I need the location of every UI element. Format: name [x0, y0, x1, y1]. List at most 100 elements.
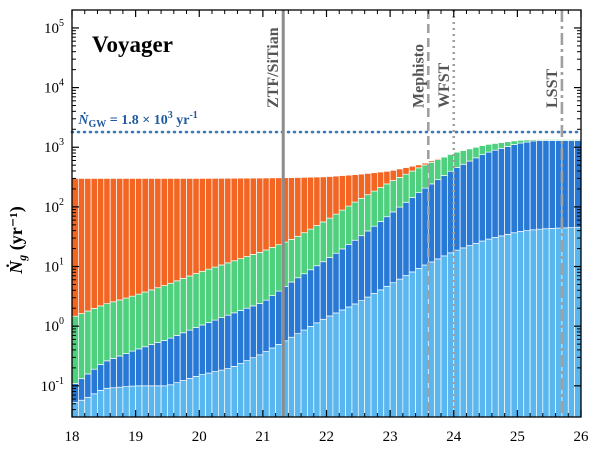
- bar-segment-2: [109, 301, 117, 359]
- bar-segment-2: [141, 291, 149, 348]
- bar-segment-1: [408, 197, 416, 273]
- bar-segment-0: [154, 385, 162, 418]
- bar-segment-3: [370, 172, 378, 192]
- bar-segment-3: [109, 178, 117, 303]
- bar-segment-3: [402, 167, 410, 175]
- bar-segment-0: [217, 369, 226, 418]
- bar-segment-3: [256, 177, 264, 253]
- bar-segment-0: [357, 300, 366, 418]
- bar-segment-3: [103, 178, 111, 305]
- bar-segment-0: [338, 309, 346, 418]
- bar-segment-0: [504, 233, 512, 418]
- bar-segment-1: [332, 252, 340, 314]
- bar-segment-2: [389, 180, 397, 213]
- bar-segment-1: [523, 141, 531, 232]
- bar-segment-1: [402, 201, 410, 276]
- bar-segment-2: [402, 173, 410, 203]
- bar-segment-0: [536, 228, 544, 418]
- x-tick-label: 18: [65, 429, 80, 445]
- bar-segment-0: [167, 384, 175, 418]
- bar-segment-2: [224, 262, 232, 316]
- bar-segment-3: [307, 176, 315, 230]
- bar-segment-0: [472, 242, 480, 418]
- bar-segment-0: [364, 296, 372, 418]
- bar-segment-0: [211, 371, 219, 418]
- bar-segment-2: [167, 282, 175, 339]
- bar-segment-1: [377, 221, 385, 291]
- bar-segment-3: [262, 177, 270, 251]
- bar-segment-3: [275, 177, 283, 246]
- bar-segment-0: [478, 240, 486, 418]
- bar-segment-3: [154, 178, 162, 289]
- bar-segment-2: [485, 143, 493, 153]
- bar-segment-1: [237, 310, 245, 364]
- bar-segment-2: [440, 156, 448, 176]
- bar-segment-1: [268, 295, 276, 349]
- vline-label: Mephisto: [410, 44, 427, 108]
- bar-segment-3: [351, 174, 359, 203]
- bar-segment-1: [434, 179, 442, 260]
- bar-segment-2: [122, 297, 130, 354]
- bar-segment-2: [268, 246, 276, 296]
- bar-segment-1: [389, 211, 397, 284]
- y-tick-label: 100: [44, 316, 64, 335]
- bar-segment-0: [205, 372, 213, 418]
- bar-segment-3: [408, 165, 416, 172]
- bar-segment-1: [300, 273, 308, 331]
- bar-segment-0: [523, 230, 531, 418]
- axis-ticks: 18 19 20 21 22 23 24 25 26 10-1 100 101 102 103 104 105: [41, 9, 589, 445]
- bar-segment-3: [440, 156, 448, 158]
- bar-segment-2: [198, 270, 206, 326]
- bar-segment-3: [243, 177, 251, 257]
- bar-segment-3: [332, 175, 340, 215]
- bar-segment-1: [307, 269, 315, 327]
- x-tick-label: 23: [383, 429, 398, 445]
- bar-segment-0: [510, 232, 518, 418]
- bar-segment-0: [84, 396, 92, 418]
- bar-segment-1: [116, 355, 124, 388]
- bar-segment-0: [198, 374, 206, 418]
- bar-segment-0: [97, 389, 105, 418]
- bar-segment-1: [357, 235, 366, 301]
- bar-segment-0: [408, 271, 416, 418]
- bar-segment-1: [173, 335, 181, 384]
- bar-segment-2: [262, 249, 270, 301]
- bar-segment-1: [186, 329, 194, 379]
- bar-segment-2: [249, 254, 257, 307]
- bar-segment-1: [211, 319, 219, 372]
- bar-segment-3: [249, 177, 257, 255]
- bar-segment-2: [345, 205, 353, 245]
- bar-segment-2: [364, 194, 372, 232]
- bar-segment-2: [116, 299, 124, 357]
- bar-segment-2: [205, 268, 213, 323]
- bar-segment-1: [326, 257, 334, 317]
- bar-segment-2: [491, 143, 499, 151]
- bar-segment-1: [160, 340, 168, 387]
- bar-segment-2: [542, 139, 550, 141]
- bar-segment-2: [217, 264, 226, 318]
- bar-segment-2: [97, 305, 105, 365]
- bar-segment-1: [345, 244, 353, 308]
- bar-segment-2: [332, 213, 340, 254]
- bar-segment-2: [179, 278, 187, 334]
- bar-segment-3: [377, 171, 385, 188]
- bar-segment-0: [237, 363, 245, 418]
- bar-segment-2: [567, 139, 575, 141]
- bar-segment-1: [491, 149, 499, 238]
- bar-segment-1: [466, 160, 474, 246]
- bar-segment-3: [97, 178, 105, 307]
- bar-segment-1: [135, 348, 143, 387]
- bar-segment-2: [230, 260, 238, 314]
- bar-segment-0: [440, 255, 448, 418]
- bar-segment-2: [160, 285, 168, 341]
- bar-segment-0: [122, 386, 130, 418]
- y-tick-label: 10-1: [41, 376, 64, 395]
- bar-segment-1: [338, 248, 346, 311]
- bar-segment-2: [510, 140, 518, 145]
- bar-segment-2: [173, 280, 181, 336]
- y-tick-label: 102: [44, 197, 64, 216]
- bar-segment-2: [517, 139, 525, 144]
- bar-segment-2: [307, 228, 315, 271]
- bar-segment-1: [224, 314, 232, 369]
- bar-segment-1: [205, 322, 213, 374]
